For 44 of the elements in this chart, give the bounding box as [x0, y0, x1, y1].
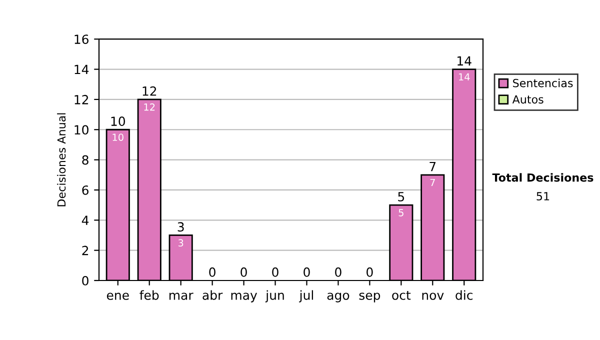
total-label: 10 — [111, 116, 126, 126]
x-tick-label: jun — [265, 290, 284, 302]
y-axis-title: Decisiones Anual — [57, 113, 66, 206]
y-tick-label: 4 — [82, 216, 89, 225]
y-tick-label: 8 — [82, 155, 88, 165]
x-tick-label: abr — [202, 290, 223, 300]
total-label: 3 — [178, 222, 184, 232]
x-tick-label: feb — [140, 290, 159, 300]
data-label: 5 — [398, 209, 404, 216]
data-label: 12 — [144, 103, 155, 111]
total-label: 0 — [209, 267, 216, 277]
total-label: 0 — [272, 267, 278, 277]
x-tick-label: dic — [456, 290, 472, 300]
total-label: 0 — [366, 267, 373, 277]
total-label: 12 — [142, 86, 156, 96]
y-tick-label: 16 — [74, 34, 88, 44]
total-label: 7 — [430, 162, 436, 172]
x-tick-label: nov — [422, 292, 444, 300]
x-tick-label: sep — [359, 292, 380, 302]
legend-label: Sentencias — [513, 78, 573, 88]
y-tick-label: 14 — [74, 64, 89, 74]
data-label: 7 — [430, 178, 435, 186]
text: 51 — [536, 192, 550, 200]
x-tick-label: oct — [392, 290, 411, 300]
total-label: 0 — [335, 267, 342, 277]
data-label: 14 — [458, 73, 470, 80]
x-tick-label: may — [231, 292, 258, 302]
y-tick-label: 10 — [74, 125, 88, 135]
total-label: 0 — [304, 267, 310, 277]
data-label: 3 — [178, 239, 184, 247]
y-tick-label: 6 — [82, 185, 88, 195]
x-tick-label: jul — [299, 290, 313, 302]
legend-label: Autos — [512, 95, 544, 104]
y-tick-label: 2 — [82, 246, 88, 256]
y-tick-label: 0 — [82, 276, 88, 286]
text: Total Decisiones — [492, 173, 594, 182]
x-tick-label: ene — [106, 292, 129, 300]
total-label: 0 — [240, 267, 247, 277]
x-tick-label: mar — [169, 292, 194, 300]
data-label: 10 — [112, 134, 124, 141]
total-label: 14 — [458, 56, 472, 66]
y-tick-label: 12 — [74, 94, 88, 104]
x-tick-label: ago — [327, 292, 350, 302]
total-label: 5 — [398, 192, 404, 202]
